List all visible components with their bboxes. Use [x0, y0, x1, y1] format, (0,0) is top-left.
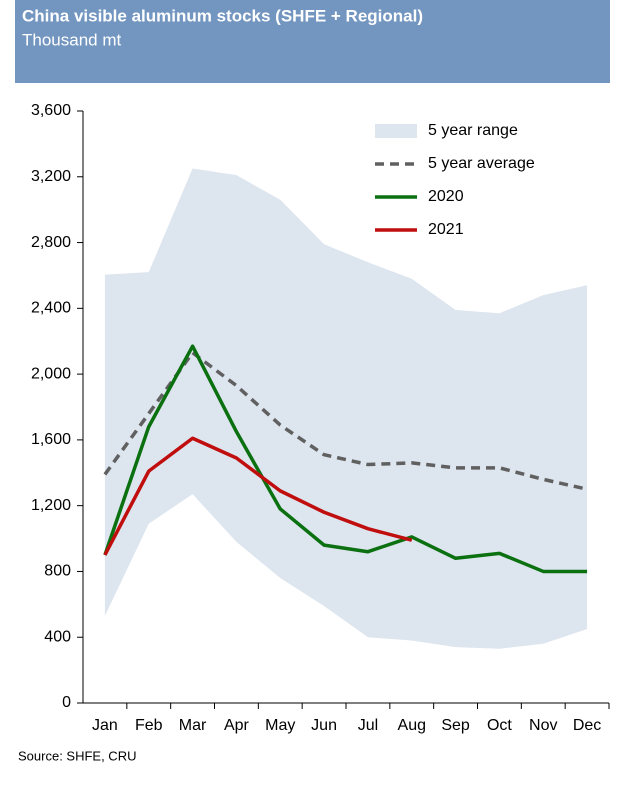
- x-tick-label: Sep: [441, 717, 470, 734]
- y-tick-label: 400: [44, 628, 71, 645]
- x-tick-label: May: [265, 717, 295, 734]
- legend-label: 2020: [428, 188, 464, 205]
- y-tick-label: 800: [44, 563, 71, 580]
- source-note: Source: SHFE, CRU: [18, 748, 136, 763]
- legend-swatch: [375, 124, 417, 138]
- x-tick-label: Feb: [135, 717, 163, 734]
- y-tick-label: 3,200: [31, 168, 71, 185]
- y-tick-label: 2,000: [31, 365, 71, 382]
- legend-label: 5 year average: [428, 155, 535, 172]
- legend-label: 2021: [428, 221, 464, 238]
- range-area: [104, 168, 588, 649]
- chart-subtitle: Thousand mt: [22, 30, 121, 49]
- series-line: [103, 436, 413, 556]
- header-band: [15, 0, 610, 83]
- x-tick-label: Apr: [224, 717, 250, 734]
- y-tick-label: 2,800: [31, 234, 71, 251]
- y-tick-label: 3,600: [31, 102, 71, 119]
- series-line: [103, 344, 588, 574]
- y-tick-label: 1,200: [31, 497, 71, 514]
- y-tick-label: 0: [62, 694, 71, 711]
- x-tick-label: Dec: [573, 717, 601, 734]
- x-tick-label: Jun: [311, 717, 337, 734]
- x-tick-label: Nov: [529, 717, 557, 734]
- legend-label: 5 year range: [428, 122, 518, 139]
- x-tick-label: Mar: [179, 717, 207, 734]
- x-tick-label: Jul: [358, 717, 378, 734]
- y-tick-label: 1,600: [31, 431, 71, 448]
- y-tick-label: 2,400: [31, 300, 71, 317]
- x-tick-label: Oct: [487, 717, 512, 734]
- x-tick-label: Aug: [398, 717, 426, 734]
- x-tick-label: Jan: [92, 717, 118, 734]
- chart-title: China visible aluminum stocks (SHFE + Re…: [22, 6, 423, 25]
